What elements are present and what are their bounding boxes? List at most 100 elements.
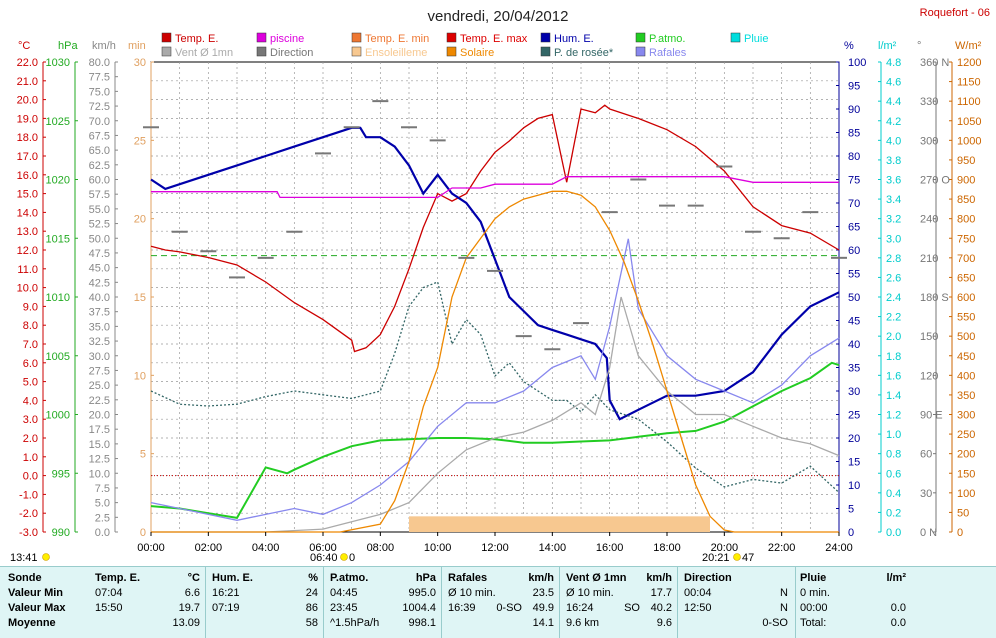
wind-tick-label: 7.5 bbox=[95, 483, 110, 495]
stats-value: 0-SO bbox=[762, 617, 788, 629]
dir-tick-label: 300 bbox=[920, 135, 938, 147]
time-marker-suffix: 47 bbox=[742, 552, 754, 564]
stats-direction: SO bbox=[624, 602, 640, 614]
dir-unit-label: ° bbox=[917, 40, 921, 52]
dir-tick-label: 240 bbox=[920, 214, 938, 226]
stats-header: Hum. E.% bbox=[212, 571, 318, 586]
hum-tick-label: 40 bbox=[848, 339, 860, 351]
series-hum-e bbox=[150, 126, 840, 421]
stats-direction: 0-SO bbox=[496, 602, 522, 614]
stats-value: N bbox=[780, 587, 788, 599]
solar-tick-label: 350 bbox=[957, 390, 975, 402]
solar-tick-label: 550 bbox=[957, 312, 975, 324]
rain-tick-label: 2.0 bbox=[886, 331, 901, 343]
temp-tick-label: 3.0 bbox=[23, 414, 38, 426]
rain-tick-label: 2.8 bbox=[886, 253, 901, 265]
wind-tick-label: 72.5 bbox=[89, 101, 110, 113]
stats-separator bbox=[795, 567, 796, 638]
stats-separator bbox=[323, 567, 324, 638]
x-tick-label: 08:00 bbox=[367, 542, 395, 554]
solar-tick-label: 300 bbox=[957, 410, 975, 422]
solar-tick-label: 50 bbox=[957, 507, 969, 519]
wind-tick-label: 40.0 bbox=[89, 292, 110, 304]
stats-row: Valeur Max bbox=[8, 601, 88, 616]
stats-value: 17.7 bbox=[650, 587, 672, 599]
x-tick-label: 20:00 bbox=[711, 542, 739, 554]
legend-swatch bbox=[446, 46, 457, 57]
stats-time: Ø 10 min. bbox=[448, 587, 496, 599]
wind-tick-label: 10.0 bbox=[89, 468, 110, 480]
wind-tick-label: 30.0 bbox=[89, 351, 110, 363]
pressure-tick-label: 1010 bbox=[46, 292, 70, 304]
solar-tick-label: 800 bbox=[957, 214, 975, 226]
stats-row: Ø 10 min. 17.7 bbox=[566, 586, 672, 601]
stats-time: 23:45 bbox=[330, 602, 358, 614]
pressure-tick-label: 990 bbox=[52, 527, 70, 539]
series-rafales bbox=[150, 238, 840, 521]
stats-separator bbox=[677, 567, 678, 638]
stats-row: 00:04 N bbox=[684, 586, 788, 601]
legend-label: Solaire bbox=[460, 47, 494, 59]
weather-chart: vendredi, 20/04/2012 Roquefort - 06 Temp… bbox=[10, 7, 990, 564]
stats-row: 16:39 0-SO 49.9 bbox=[448, 601, 554, 616]
sunshine-tick-label: 25 bbox=[134, 135, 146, 147]
stats-row: 16:21 24 bbox=[212, 586, 318, 601]
legend-swatch bbox=[730, 32, 741, 43]
stats-header-label: Direction bbox=[684, 572, 732, 584]
dir-tick-label: 360 N bbox=[920, 57, 949, 69]
wind-tick-label: 20.0 bbox=[89, 410, 110, 422]
stats-row: 9.6 km 9.6 bbox=[566, 616, 672, 631]
wind-tick-label: 55.0 bbox=[89, 204, 110, 216]
hum-tick-label: 55 bbox=[848, 269, 860, 281]
wind-tick-label: 77.5 bbox=[89, 72, 110, 84]
hum-tick-label: 50 bbox=[848, 292, 860, 304]
rain-tick-label: 2.2 bbox=[886, 312, 901, 324]
stats-column-patmo: P.atmo. hPa 04:45 995.0 23:45 1004.4 ^1.5hPa/h… bbox=[330, 571, 436, 631]
temp-tick-label: -1.0 bbox=[19, 489, 38, 501]
rain-tick-label: 1.4 bbox=[886, 390, 901, 402]
stats-panel: Sonde Valeur Min Valeur Max Moyenne Temp. E.… bbox=[0, 566, 996, 638]
stats-header-label: Sonde bbox=[8, 572, 42, 584]
stats-separator bbox=[205, 567, 206, 638]
stats-separator bbox=[441, 567, 442, 638]
wind-tick-label: 62.5 bbox=[89, 160, 110, 172]
hum-tick-label: 75 bbox=[848, 175, 860, 187]
legend-swatch bbox=[635, 32, 646, 43]
temp-tick-label: 6.0 bbox=[23, 358, 38, 370]
wind-unit-label: km/h bbox=[92, 40, 116, 52]
stats-column-sonde: Sonde Valeur Min Valeur Max Moyenne bbox=[8, 571, 88, 631]
solar-tick-label: 0 bbox=[957, 527, 963, 539]
series-ensoleilleme bbox=[409, 516, 710, 532]
hum-tick-label: 100 bbox=[848, 57, 866, 69]
stats-header: Rafales km/h bbox=[448, 571, 554, 586]
stats-row-label: Moyenne bbox=[8, 617, 56, 629]
stats-column-hum: Hum. E.% 16:21 24 07:19 86 58 bbox=[212, 571, 318, 631]
temp-tick-label: -3.0 bbox=[19, 527, 38, 539]
stats-value: 14.1 bbox=[532, 617, 554, 629]
temp-tick-label: 7.0 bbox=[23, 339, 38, 351]
stats-value: 6.6 bbox=[184, 587, 200, 599]
wind-tick-label: 50.0 bbox=[89, 233, 110, 245]
wind-tick-label: 15.0 bbox=[89, 439, 110, 451]
sunshine-tick-label: 5 bbox=[140, 449, 146, 461]
wind-tick-label: 60.0 bbox=[89, 175, 110, 187]
dir-tick-label: 330 bbox=[920, 96, 938, 108]
stats-value: 23.5 bbox=[532, 587, 554, 599]
wind-tick-label: 12.5 bbox=[89, 454, 110, 466]
temp-tick-label: -2.0 bbox=[19, 508, 38, 520]
stats-row: 16:24 SO 40.2 bbox=[566, 601, 672, 616]
stats-row: 58 bbox=[212, 616, 318, 631]
rain-tick-label: 0.6 bbox=[886, 468, 901, 480]
x-tick-label: 22:00 bbox=[768, 542, 796, 554]
sunshine-tick-label: 10 bbox=[134, 370, 146, 382]
stats-header-unit: hPa bbox=[415, 572, 436, 584]
stats-value: 9.6 bbox=[656, 617, 672, 629]
rain-tick-label: 0.0 bbox=[886, 527, 901, 539]
dir-tick-label: 270 O bbox=[920, 175, 950, 187]
stats-time: 16:21 bbox=[212, 587, 240, 599]
stats-header-label: Hum. E. bbox=[212, 572, 253, 584]
legend-label: Temp. E. bbox=[175, 33, 218, 45]
stats-row: 0 min. bbox=[800, 586, 906, 601]
solar-tick-label: 1100 bbox=[957, 96, 981, 108]
stats-row: 13.09 bbox=[95, 616, 200, 631]
